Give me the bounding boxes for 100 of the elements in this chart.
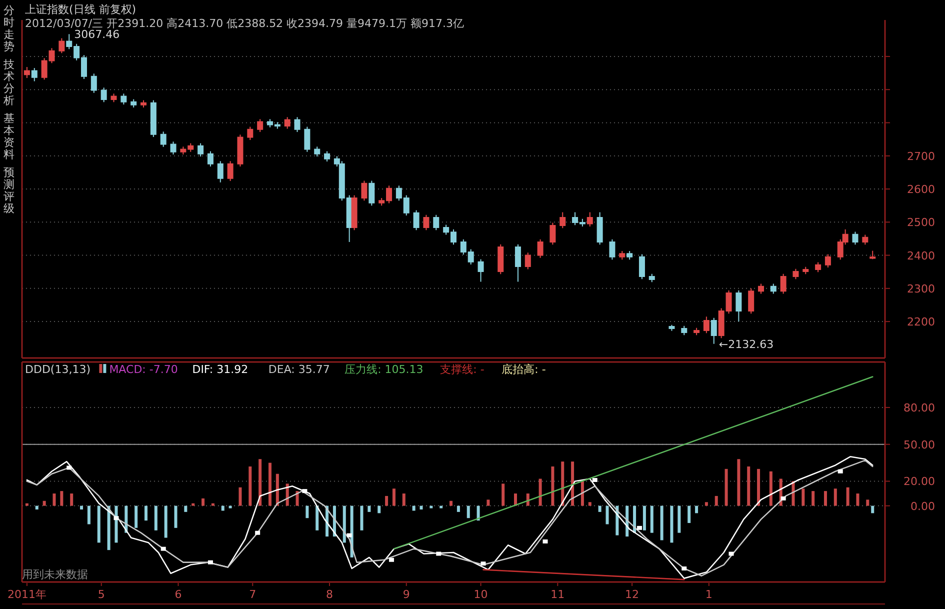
candlestick	[314, 146, 320, 158]
bar	[598, 506, 602, 512]
point	[682, 566, 687, 570]
bar	[306, 506, 309, 518]
candlestick	[247, 126, 254, 140]
bar	[551, 466, 554, 506]
candlestick	[681, 325, 688, 336]
bar	[502, 484, 505, 506]
candlestick	[478, 258, 484, 282]
bar	[378, 506, 381, 514]
bar	[211, 503, 214, 506]
chart-subtitle: 2012/03/07/三 开2391.20 高2413.70 低2388.52 收2394.79 量9479.1万 额917.3亿	[25, 17, 464, 30]
text: 分时走势	[4, 4, 14, 53]
candlestick	[815, 262, 822, 273]
candlestick	[736, 290, 742, 322]
bar	[221, 506, 224, 511]
point	[208, 560, 213, 564]
candlestick	[130, 98, 137, 108]
point	[728, 552, 734, 556]
candlestick	[703, 316, 710, 334]
bar	[846, 487, 850, 506]
bar	[52, 494, 56, 506]
annotation: 用到未来数据	[22, 568, 88, 581]
candlestick	[668, 324, 675, 332]
bar	[824, 491, 827, 506]
candlestick	[90, 73, 97, 94]
bar	[154, 506, 158, 530]
candlestick	[24, 66, 30, 78]
candlestick	[160, 131, 166, 148]
bar	[228, 506, 232, 508]
bar	[650, 506, 654, 533]
bar	[704, 502, 708, 506]
point	[780, 496, 786, 500]
candlestick	[710, 317, 717, 344]
candlestick	[324, 150, 330, 162]
bar	[866, 500, 870, 506]
bar	[688, 506, 691, 524]
y-tick-label: 20.00	[904, 475, 935, 488]
candlestick	[586, 212, 593, 227]
candlestick	[780, 273, 786, 294]
candlestick	[862, 234, 868, 246]
candlestick	[498, 244, 504, 275]
x-tick-label: 6	[174, 588, 182, 601]
legend-label: MACD: -7.70	[109, 363, 178, 376]
candlestick	[824, 254, 831, 268]
bar	[42, 500, 46, 506]
y-tick-label: 2300	[907, 282, 935, 296]
candlestick	[596, 212, 603, 246]
bar	[834, 488, 837, 506]
candlestick	[294, 116, 300, 133]
point	[160, 546, 166, 551]
candlestick	[560, 212, 566, 229]
bar	[812, 491, 815, 506]
bar	[440, 506, 443, 508]
bar	[580, 481, 584, 506]
bar	[144, 506, 148, 521]
bar	[368, 506, 371, 512]
annotation: ←2132.63	[718, 338, 774, 351]
candlestick	[140, 100, 147, 108]
point	[114, 516, 119, 520]
bar	[70, 494, 74, 506]
bar	[757, 468, 760, 506]
bar	[60, 491, 64, 506]
x-tick-label: 11	[550, 588, 565, 601]
bar	[538, 478, 542, 506]
candlestick	[423, 214, 430, 231]
bar	[276, 474, 279, 506]
x-tick-label: 1	[705, 588, 712, 601]
bar	[202, 498, 205, 506]
y-tick-label: 50.00	[904, 438, 935, 452]
candlestick	[351, 194, 358, 231]
candlestick	[31, 68, 38, 82]
candlestick	[626, 250, 633, 260]
bar	[871, 506, 874, 514]
point	[838, 469, 843, 474]
candlestick	[694, 327, 700, 336]
candlestick	[227, 160, 234, 182]
bar	[747, 466, 750, 506]
bar	[670, 506, 674, 543]
bar	[412, 506, 416, 511]
bar	[714, 496, 718, 506]
candlestick	[648, 273, 655, 283]
candlestick	[237, 134, 244, 167]
candlestick	[170, 141, 176, 156]
x-tick-label: 5	[98, 588, 105, 601]
text: DIF: 31.92	[192, 363, 248, 376]
bar	[174, 506, 178, 528]
candlestick	[748, 288, 754, 314]
bar	[737, 459, 740, 506]
candlestick	[770, 283, 776, 294]
y-tick-label: 2700	[907, 150, 935, 163]
candlestick	[413, 210, 420, 231]
y-tick-label: 2600	[907, 183, 935, 196]
point	[592, 478, 598, 482]
x-tick-label: 10	[474, 588, 488, 601]
bar	[430, 506, 433, 508]
candlestick	[368, 180, 375, 206]
bar	[695, 506, 698, 514]
text: DEA: 35.77	[268, 363, 330, 376]
y-tick-label: 2500	[907, 216, 935, 230]
